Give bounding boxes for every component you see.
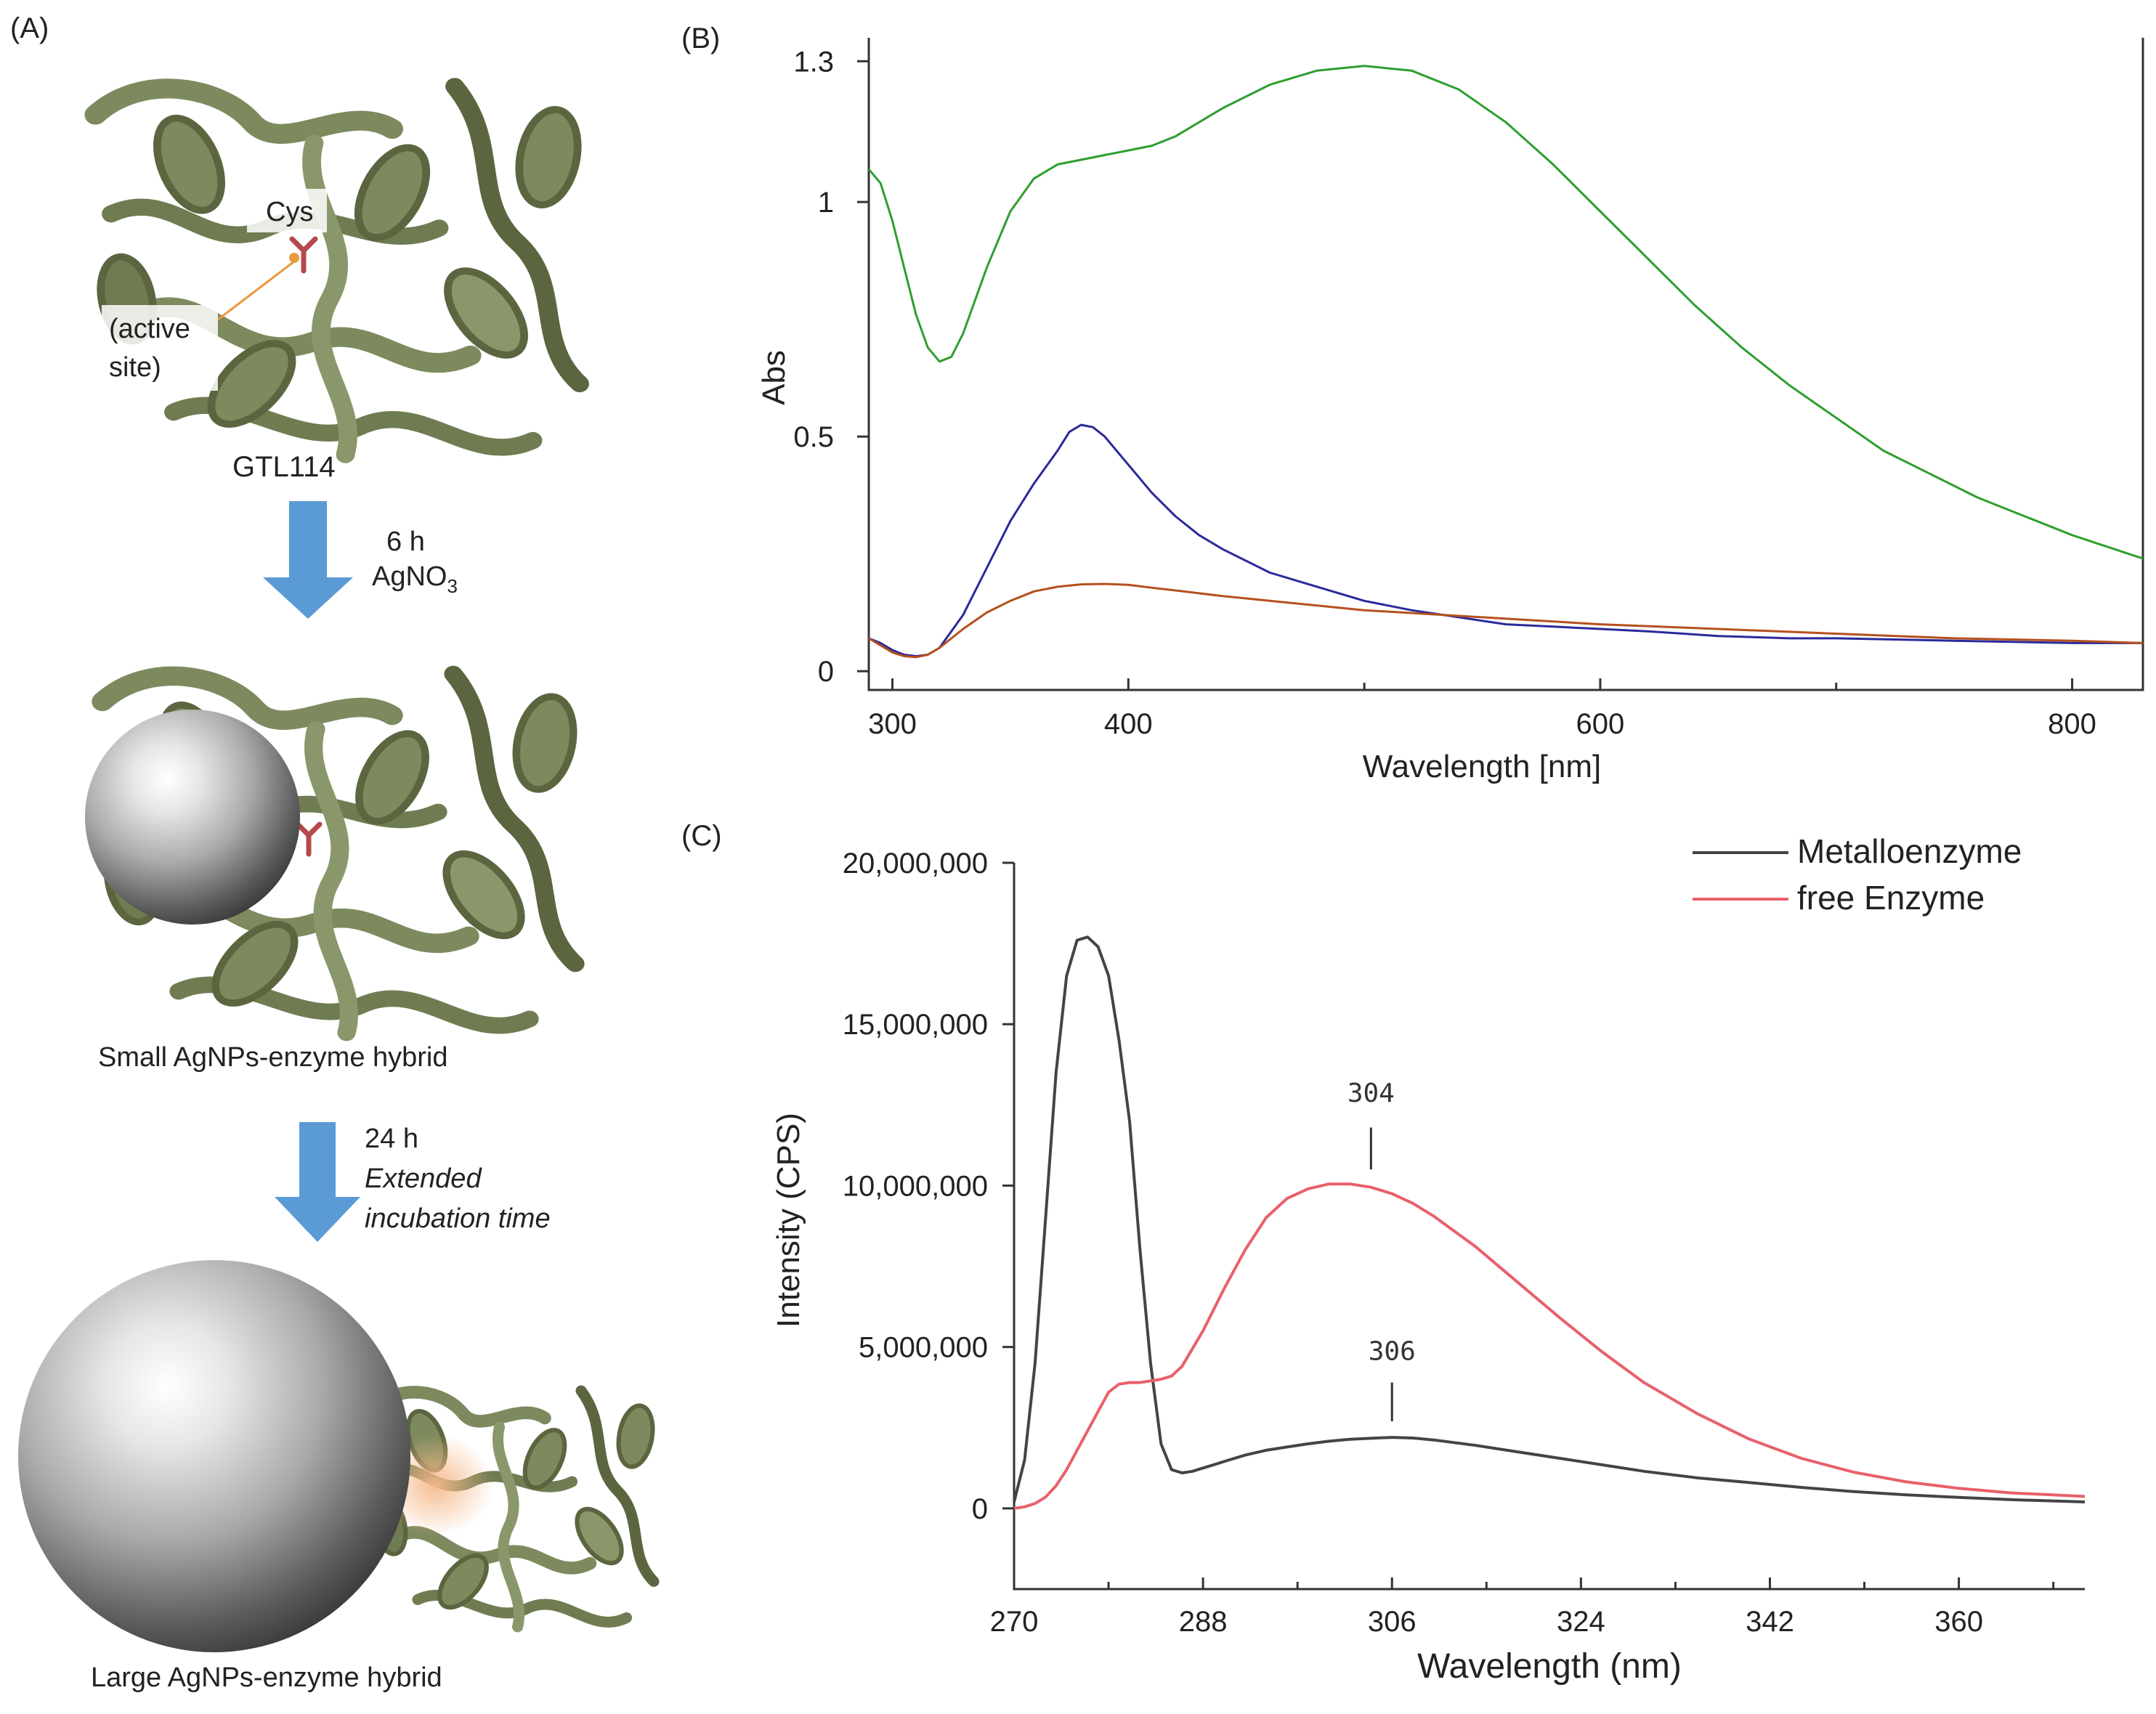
large-hybrid-label: Large AgNPs-enzyme hybrid: [91, 1662, 442, 1693]
chart-c-plot: 270 288 306 324 342 360 0 5,000,000 10,000,000 15…: [843, 848, 2086, 1638]
chart-b-plot: 300 400 600 800 0 0.5 1 1.3: [793, 38, 2144, 740]
protein-name-label: GTL114: [232, 451, 336, 483]
cys-residue-icon: [289, 236, 318, 274]
active-site-label-2: site): [109, 352, 161, 383]
y-tick-label: 1: [818, 187, 834, 219]
x-tick-label: 600: [1576, 708, 1625, 740]
chart-c-ylabel: Intensity (CPS): [771, 1113, 806, 1328]
peak-label: 304: [1348, 1079, 1395, 1108]
series-line-free-enzyme: [1013, 1182, 2086, 1510]
x-tick-label: 400: [1104, 708, 1153, 740]
small-hybrid-label: Small AgNPs-enzyme hybrid: [98, 1042, 448, 1073]
cys-residue-small-icon: [295, 821, 323, 857]
panel-b: (B) 300 400 600 800 0 0.5 1 1.3 Abs Wavelength …: [681, 23, 2144, 784]
chart-b-axes: [867, 38, 2144, 691]
step1-time: 6 h: [386, 527, 425, 557]
active-site-pointer: [217, 260, 295, 321]
x-tick-label: 288: [1179, 1606, 1228, 1638]
y-tick-label: 0.5: [793, 421, 834, 453]
series-line-0: [867, 65, 2144, 560]
x-tick-label: 300: [868, 708, 917, 740]
step2-line2: incubation time: [365, 1203, 551, 1234]
panel-a-label: (A): [10, 12, 49, 44]
active-site-label-1: (active: [109, 314, 190, 344]
x-tick-label: 324: [1557, 1606, 1605, 1638]
large-agnp-sphere: [18, 1260, 410, 1652]
panel-a: (A) Cys (active site) GTL114 6 h AgNO3 S…: [10, 12, 657, 1693]
x-tick-label: 800: [2048, 708, 2096, 740]
protein-structure-gtl114: [94, 86, 585, 455]
y-tick-label: 1.3: [793, 46, 834, 78]
y-tick-label: 20,000,000: [843, 848, 988, 880]
cys-label-bg: [247, 189, 327, 232]
chart-b-xlabel: Wavelength [nm]: [1363, 749, 1602, 784]
y-tick-label: 0: [972, 1493, 988, 1525]
legend-label-free-enzyme: free Enzyme: [1797, 879, 1985, 917]
series-line-1: [868, 423, 2143, 657]
step1-reagent: AgNO3: [372, 561, 458, 597]
y-tick-label: 10,000,000: [843, 1170, 988, 1202]
y-tick-label: 15,000,000: [843, 1009, 988, 1041]
arrow-down-icon: [263, 501, 353, 619]
active-site-label-bg: [102, 305, 218, 391]
panel-c-label: (C): [681, 820, 722, 852]
x-tick-label: 342: [1746, 1606, 1794, 1638]
step2-time: 24 h: [365, 1124, 418, 1154]
cys-label: Cys: [266, 197, 313, 227]
chart-b-ylabel: Abs: [756, 350, 792, 405]
step2-line1: Extended: [365, 1163, 482, 1194]
x-tick-label: 360: [1934, 1606, 1983, 1638]
arrow-down-icon: [275, 1122, 360, 1242]
x-tick-label: 306: [1368, 1606, 1417, 1638]
panel-c: (C) 270 288 306 324 342 360 0 5,000,000 10,000,0…: [681, 820, 2086, 1686]
panel-b-label: (B): [681, 23, 720, 54]
small-agnp-sphere: [85, 710, 300, 925]
chart-c-legend: Metalloenzyme free Enzyme: [1693, 832, 2022, 917]
series-line-metalloenzyme: [1013, 935, 2086, 1503]
chart-c-xlabel: Wavelength (nm): [1417, 1647, 1682, 1686]
x-tick-label: 270: [990, 1606, 1039, 1638]
y-tick-label: 5,000,000: [859, 1332, 988, 1364]
legend-label-metalloenzyme: Metalloenzyme: [1797, 832, 2022, 870]
y-tick-label: 0: [818, 656, 834, 688]
series-line-2: [868, 582, 2144, 659]
chart-c-axes: [1013, 863, 2085, 1591]
peak-label: 306: [1369, 1336, 1416, 1366]
